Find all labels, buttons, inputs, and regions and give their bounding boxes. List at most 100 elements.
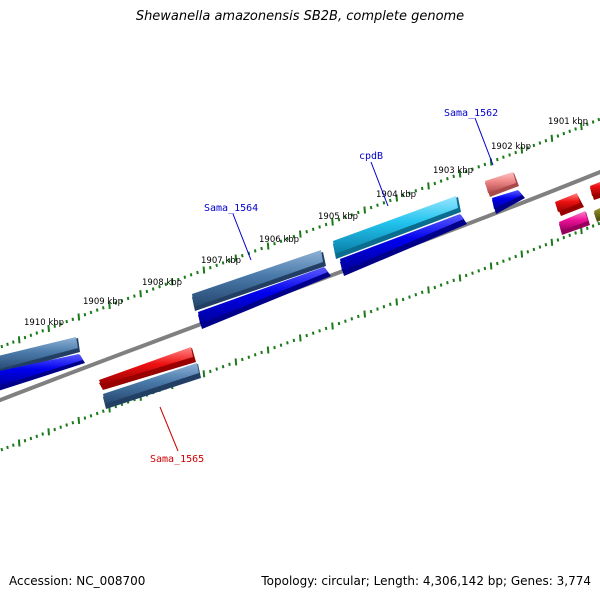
scale-tick-minor (12, 340, 15, 344)
scale-tick-minor (446, 177, 449, 181)
scale-ticks-inner (0, 221, 600, 452)
scale-tick-minor (502, 155, 505, 159)
scale-label-1910: 1910 kbp (24, 318, 64, 328)
cds-arrow-left[interactable] (0, 354, 85, 393)
scale-tick-major (234, 358, 238, 366)
scale-tick-minor (126, 296, 130, 301)
scale-tick-minor (292, 338, 296, 343)
scale-tick-minor (532, 143, 536, 148)
scale-tick-major (266, 346, 270, 354)
scale-tick-minor (83, 416, 87, 420)
scale-tick-major (299, 230, 302, 238)
scale-tick-minor (6, 445, 9, 450)
scale-tick-minor (389, 302, 392, 306)
scale-tick-major (363, 206, 366, 214)
gene-feature-sama1565-red[interactable] (99, 347, 196, 390)
scale-tick-major (550, 238, 554, 246)
gene-label-cpdb[interactable]: cpdB (359, 151, 383, 162)
scale-tick-minor (305, 230, 308, 234)
scale-label-1901: 1901 kbp (548, 117, 588, 127)
scale-tick-major (520, 146, 524, 154)
scale-tick-minor (544, 139, 548, 143)
cds-arrow-sama1564[interactable] (198, 267, 331, 329)
scale-tick-minor (337, 321, 341, 326)
scale-tick-minor (471, 271, 474, 275)
gene-feature-sama1562[interactable] (485, 172, 519, 197)
scale-tick-major (331, 322, 334, 330)
cds-arrow-cpdb[interactable] (340, 214, 467, 276)
scale-tick-major (108, 301, 111, 309)
scale-tick-minor (357, 314, 360, 319)
scale-tick-minor (526, 250, 530, 254)
scale-tick-minor (526, 146, 530, 150)
scale-tick-minor (318, 225, 321, 229)
scale-tick-minor (209, 369, 212, 374)
gene-feature-right-magenta[interactable] (559, 211, 590, 235)
scale-tick-minor (433, 285, 437, 290)
gene-feature-edge-olive[interactable] (594, 203, 600, 222)
scale-tick-major (170, 278, 174, 286)
scale-tick-minor (574, 127, 577, 131)
scale-tick-major (580, 123, 583, 131)
scale-tick-minor (177, 277, 180, 282)
gene-feature-sama1565-steel[interactable] (103, 363, 201, 409)
scale-tick-minor (464, 169, 468, 174)
scale-tick-major (363, 310, 366, 318)
gene-label-sama1562[interactable]: Sama_1562 (444, 108, 498, 119)
scale-ticks-outer (0, 117, 600, 349)
gene-feature-cpdb[interactable] (333, 196, 461, 259)
scale-tick-minor (59, 425, 62, 429)
scale-tick-minor (260, 350, 263, 355)
scale-tick-minor (496, 157, 499, 162)
scale-tick-major (331, 218, 334, 226)
scale-tick-minor (538, 141, 542, 145)
scale-tick-minor (597, 117, 600, 122)
scale-tick-minor (279, 343, 283, 347)
scale-tick-minor (591, 224, 595, 228)
scale-label-1908: 1908 kbp (142, 278, 182, 288)
scale-tick-minor (53, 427, 56, 432)
scale-tick-major (234, 254, 238, 262)
scale-tick-major (458, 274, 462, 282)
scale-tick-minor (286, 341, 289, 345)
accession-text: Accession: NC_008700 (9, 574, 146, 588)
scale-tick-minor (376, 203, 379, 207)
scale-label-1905: 1905 kbp (318, 212, 358, 222)
scale-tick-minor (89, 310, 93, 315)
scale-tick-minor (247, 355, 251, 359)
scale-tick-minor (53, 324, 56, 328)
leader-line-sama1562 (474, 117, 494, 166)
scale-tick-minor (65, 319, 68, 324)
scale-tick-minor (41, 329, 44, 333)
scale-tick-minor (344, 319, 347, 323)
scale-tick-major (550, 134, 554, 142)
gene-label-sama1564[interactable]: Sama_1564 (204, 203, 258, 214)
scale-tick-minor (145, 289, 149, 294)
scale-tick-minor (164, 282, 168, 286)
scale-tick-minor (253, 353, 257, 357)
cds-arrow-sama1562[interactable] (492, 190, 525, 214)
scale-tick-minor (452, 174, 455, 178)
scale-tick-minor (350, 213, 354, 217)
leader-line-cpdb (370, 161, 389, 207)
scale-label-1906: 1906 kbp (259, 235, 299, 245)
scale-tick-minor (408, 191, 411, 195)
scale-tick-minor (586, 226, 589, 230)
scale-tick-minor (215, 263, 218, 267)
scale-tick-minor (305, 333, 308, 338)
scale-tick-minor (508, 257, 511, 261)
gene-feature-left-outer[interactable] (0, 337, 80, 376)
scale-tick-minor (209, 266, 212, 270)
scale-tick-minor (562, 235, 566, 240)
scale-tick-minor (574, 231, 577, 235)
scale-tick-minor (241, 357, 244, 362)
map-title: Shewanella amazonensis SB2B, complete ge… (135, 9, 465, 24)
scale-tick-minor (477, 269, 480, 273)
scale-tick-minor (382, 201, 386, 205)
gene-feature-edge-red[interactable] (590, 178, 600, 200)
gene-feature-sama1564[interactable] (192, 250, 326, 311)
gene-feature-right-red[interactable] (555, 193, 584, 216)
gene-label-sama1565[interactable]: Sama_1565 (150, 454, 204, 465)
scale-tick-minor (350, 317, 354, 321)
scale-tick-major (17, 439, 21, 447)
